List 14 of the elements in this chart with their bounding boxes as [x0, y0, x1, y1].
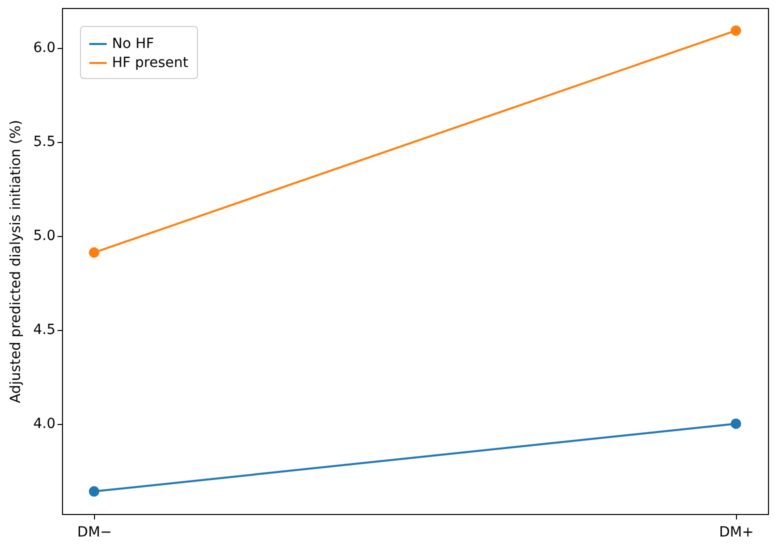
y-tick-label: 6.0	[33, 40, 56, 56]
y-axis-title: Adjusted predicted dialysis initiation (%)	[8, 120, 24, 404]
legend-label: HF present	[112, 55, 189, 71]
point	[730, 418, 742, 429]
y-tick-label: 4.5	[33, 322, 56, 338]
point	[88, 486, 100, 497]
x-tick-label: DM−	[77, 524, 112, 540]
y-tick-label: 4.0	[33, 416, 56, 432]
legend-label: No HF	[112, 36, 154, 52]
point	[88, 247, 100, 258]
y-tick-label: 5.0	[33, 228, 56, 244]
x-tick-label: DM+	[719, 524, 754, 540]
point	[730, 25, 742, 36]
y-tick-label: 5.5	[33, 134, 56, 150]
